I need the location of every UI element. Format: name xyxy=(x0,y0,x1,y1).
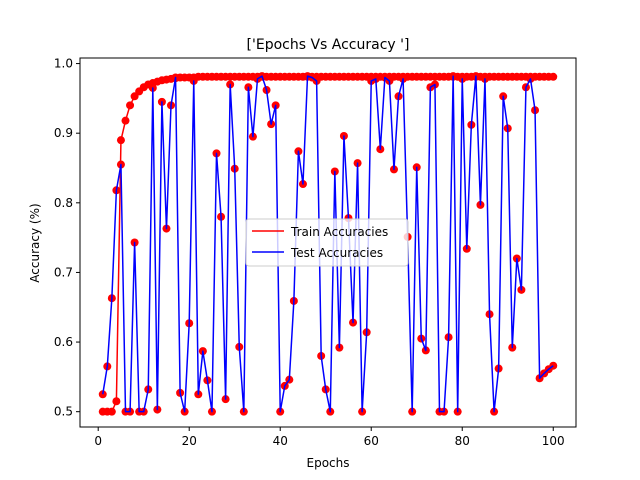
axes-frame xyxy=(79,57,577,428)
series-line xyxy=(102,75,554,413)
x-axis-ticks: 0 20 40 60 80 100 xyxy=(94,427,565,448)
legend-label-train: Train Accuracies xyxy=(290,225,388,239)
series-test xyxy=(98,72,558,416)
x-tick-label: 20 xyxy=(182,434,197,448)
y-tick-label: 0.7 xyxy=(54,265,73,279)
x-tick-label: 0 xyxy=(94,434,102,448)
y-tick-label: 0.9 xyxy=(54,126,73,140)
x-tick-label: 80 xyxy=(455,434,470,448)
x-tick-label: 60 xyxy=(364,434,379,448)
y-tick-label: 0.5 xyxy=(54,405,73,419)
legend-box xyxy=(245,218,409,267)
y-axis-ticks: 0.5 0.6 0.7 0.8 0.9 1.0 xyxy=(54,57,80,419)
x-tick-label: 100 xyxy=(542,434,565,448)
legend-label-test: Test Accuracies xyxy=(290,246,383,260)
plot-area xyxy=(98,72,558,416)
y-tick-label: 0.8 xyxy=(54,196,73,210)
x-tick-label: 40 xyxy=(273,434,288,448)
y-tick-label: 1.0 xyxy=(54,57,73,71)
legend: Train Accuracies Test Accuracies xyxy=(245,218,409,267)
x-axis-label: Epochs xyxy=(307,456,350,470)
chart-title: ['Epochs Vs Accuracy '] xyxy=(247,37,410,53)
y-axis-label: Accuracy (%) xyxy=(28,203,42,282)
y-tick-label: 0.6 xyxy=(54,335,73,349)
